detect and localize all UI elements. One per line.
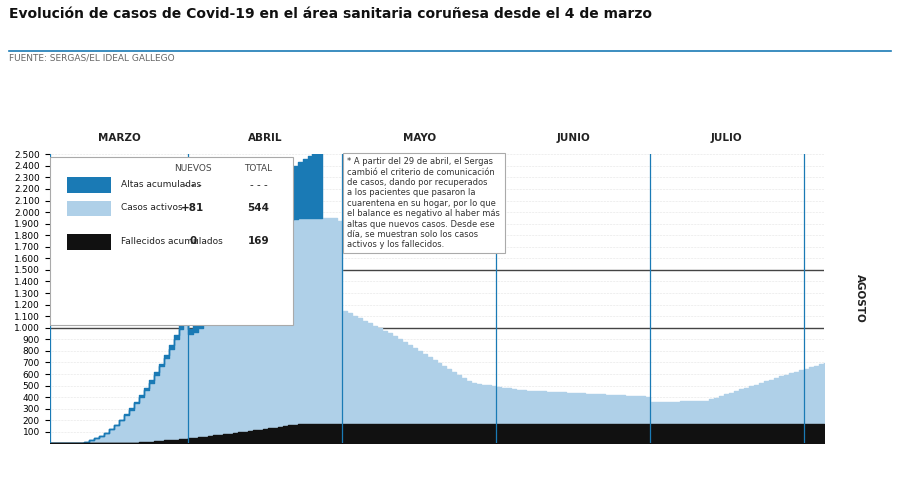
- Text: ABRIL: ABRIL: [248, 133, 283, 143]
- Text: AGOSTO: AGOSTO: [854, 274, 865, 323]
- Text: MAYO: MAYO: [402, 133, 436, 143]
- Text: JULIO: JULIO: [711, 133, 742, 143]
- FancyBboxPatch shape: [67, 234, 112, 250]
- FancyBboxPatch shape: [50, 157, 293, 325]
- Text: JUNIO: JUNIO: [556, 133, 590, 143]
- Text: MARZO: MARZO: [97, 133, 140, 143]
- Text: TOTAL: TOTAL: [245, 164, 273, 174]
- Text: +81: +81: [181, 203, 204, 213]
- Text: Casos activos: Casos activos: [121, 203, 183, 212]
- Text: 0: 0: [189, 236, 196, 246]
- Text: * A partir del 29 de abril, el Sergas
cambió el criterio de comunicación
de caso: * A partir del 29 de abril, el Sergas ca…: [347, 157, 500, 249]
- Text: Altas acumuladas: Altas acumuladas: [121, 180, 201, 189]
- Text: - - -: - - -: [249, 180, 267, 189]
- Text: 544: 544: [248, 203, 269, 213]
- Text: Fallecidos acumulados: Fallecidos acumulados: [121, 237, 222, 245]
- Text: Evolución de casos de Covid-19 en el área sanitaria coruñesa desde el 4 de marzo: Evolución de casos de Covid-19 en el áre…: [9, 7, 652, 21]
- Text: 169: 169: [248, 236, 269, 246]
- Text: NUEVOS: NUEVOS: [174, 164, 212, 174]
- Text: FUENTE: SERGAS/EL IDEAL GALLEGO: FUENTE: SERGAS/EL IDEAL GALLEGO: [9, 53, 175, 62]
- Text: - - -: - - -: [184, 180, 202, 189]
- FancyBboxPatch shape: [67, 177, 112, 193]
- FancyBboxPatch shape: [67, 201, 112, 216]
